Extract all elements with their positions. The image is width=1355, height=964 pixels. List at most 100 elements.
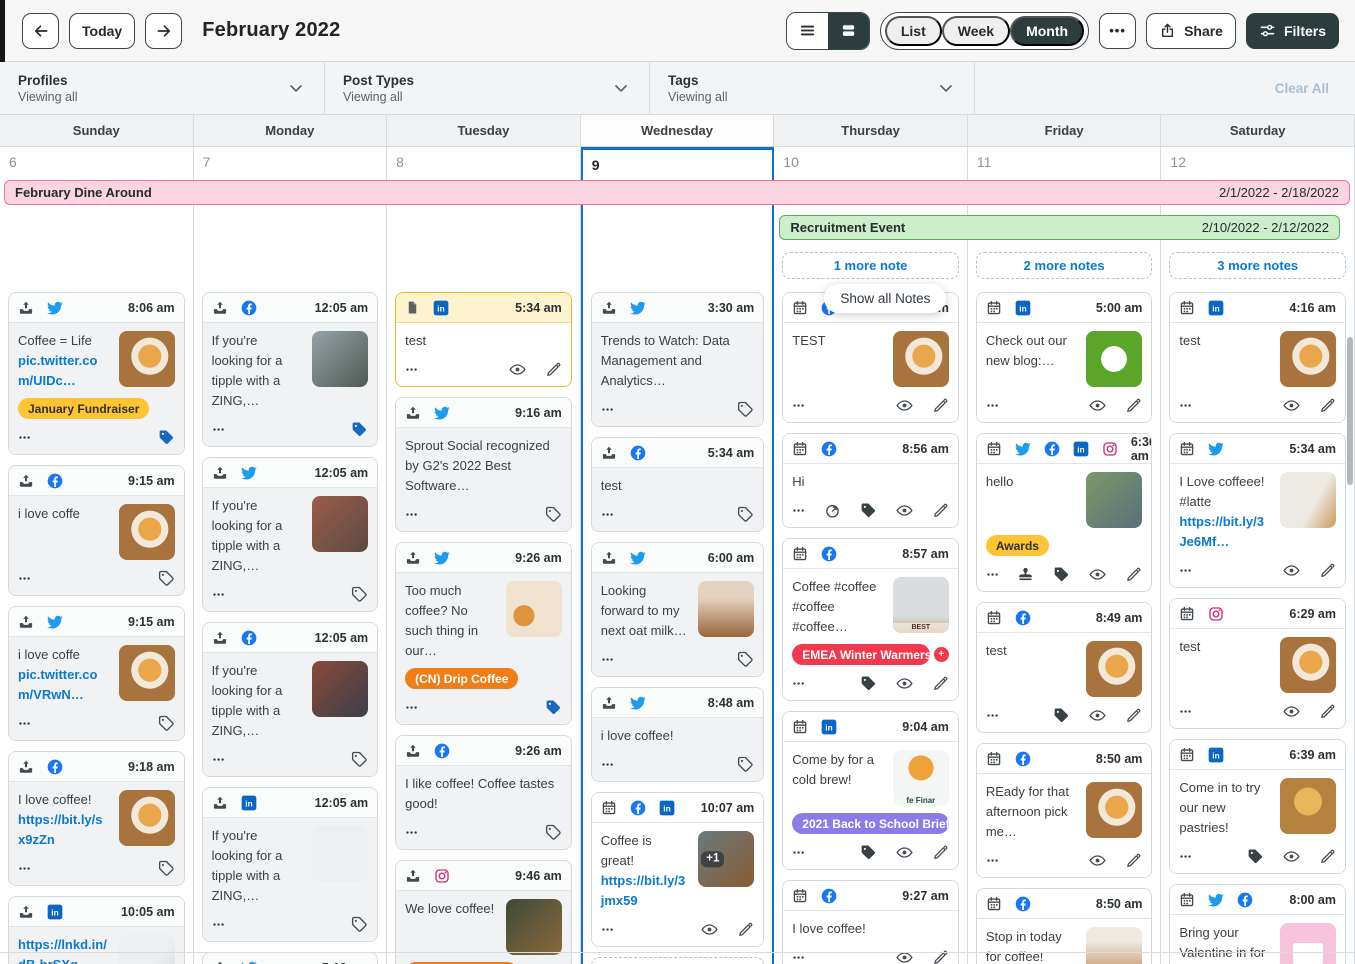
post-card[interactable]: 9:26 am Too much coffee? No such thing in… <box>395 542 572 725</box>
post-card[interactable]: 8:00 am Bring your Valentine in for a war… <box>1169 884 1346 964</box>
view-mode-month[interactable]: Month <box>1010 15 1085 46</box>
post-card[interactable]: 3:30 am Trends to Watch: Data Management … <box>590 292 765 427</box>
post-menu-icon[interactable] <box>792 845 807 860</box>
view-mode-week[interactable]: Week <box>941 15 1011 46</box>
post-menu-icon[interactable] <box>212 752 227 767</box>
post-menu-icon[interactable] <box>986 853 1001 868</box>
preview-eye-icon[interactable] <box>1283 397 1300 414</box>
edit-pencil-icon[interactable] <box>932 502 949 519</box>
post-card[interactable]: 5:34 am I Love coffeee! #latte https://bit… <box>1169 433 1346 588</box>
post-card[interactable]: 5:34 am test <box>590 437 765 532</box>
preview-eye-icon[interactable] <box>896 502 913 519</box>
post-card[interactable]: 12:05 am If you're looking for a tipple w… <box>201 292 379 447</box>
tag-outline-icon[interactable] <box>545 824 562 841</box>
more-options-button[interactable]: ••• <box>1099 12 1137 49</box>
post-card[interactable]: 8:50 am REady for that afternoon pick me… <box>975 743 1153 878</box>
post-menu-icon[interactable] <box>792 676 807 691</box>
post-menu-icon[interactable] <box>405 825 420 840</box>
edit-pencil-icon[interactable] <box>1319 848 1336 865</box>
preview-eye-icon[interactable] <box>896 397 913 414</box>
post-card[interactable]: in 6:39 am Come in to try our new pastries… <box>1169 739 1346 874</box>
tag-outline-icon[interactable] <box>351 916 368 933</box>
post-card[interactable]: 9:18 am I love coffee! https://bit.ly/sx9z… <box>8 751 185 886</box>
preview-eye-icon[interactable] <box>1283 848 1300 865</box>
tag-pill[interactable]: 2021 Back to School Brief <box>792 813 949 834</box>
edit-pencil-icon[interactable] <box>1319 562 1336 579</box>
preview-eye-icon[interactable] <box>509 361 526 378</box>
post-card[interactable]: in 10:05 am https://lnkd.in/dB-brSXg <box>8 896 185 964</box>
post-menu-icon[interactable] <box>986 567 1001 582</box>
post-card[interactable]: 8:49 am test <box>975 602 1153 733</box>
edit-pencil-icon[interactable] <box>737 921 754 938</box>
preview-eye-icon[interactable] <box>701 921 718 938</box>
edit-pencil-icon[interactable] <box>932 675 949 692</box>
next-period-button[interactable] <box>145 12 183 49</box>
post-menu-icon[interactable] <box>212 587 227 602</box>
post-card[interactable]: in 5:34 am test <box>395 292 572 387</box>
tag-pill[interactable]: January Fundraiser <box>18 398 150 419</box>
post-link[interactable]: pic.twitter.com/VRwN… <box>18 667 98 702</box>
tag-pill[interactable]: (CN) Drip Coffee <box>405 962 519 964</box>
preview-eye-icon[interactable] <box>896 675 913 692</box>
tag-pill[interactable]: Awards <box>985 535 1049 556</box>
post-menu-icon[interactable] <box>986 398 1001 413</box>
tag-filled-icon[interactable] <box>1053 566 1070 583</box>
post-card[interactable]: 6:00 am Looking forward to my next oat mi… <box>590 542 765 677</box>
tag-pill[interactable]: EMEA Winter Warmers ☕✨ <box>792 644 930 665</box>
optimal-send-time-icon[interactable] <box>824 502 841 519</box>
post-card[interactable]: 9:46 am We love coffee! (CN) Drip Coffee <box>395 860 572 964</box>
post-card[interactable]: 12:05 am If you're looking for a tipple w… <box>201 457 379 612</box>
tag-outline-icon[interactable] <box>351 751 368 768</box>
post-menu-icon[interactable] <box>792 950 807 964</box>
list-layout-toggle[interactable] <box>786 12 828 49</box>
post-card[interactable]: 6:29 am test <box>1169 598 1346 729</box>
edit-pencil-icon[interactable] <box>1319 703 1336 720</box>
card-layout-toggle[interactable] <box>827 12 869 49</box>
approval-stamp-icon[interactable] <box>1017 566 1034 583</box>
post-card[interactable]: 12:05 am If you're looking for a tipple w… <box>201 622 379 777</box>
post-menu-icon[interactable] <box>792 503 807 518</box>
post-menu-icon[interactable] <box>601 922 616 937</box>
post-card[interactable]: in 6:30 am hello Awards <box>975 433 1153 592</box>
post-card[interactable]: 4 amTEST <box>782 292 959 423</box>
post-card[interactable]: 9:16 am Sprout Social recognized by G2's … <box>395 397 572 532</box>
tag-filled-icon[interactable] <box>860 844 877 861</box>
share-button[interactable]: Share <box>1146 12 1236 49</box>
post-menu-icon[interactable] <box>405 507 420 522</box>
post-card[interactable]: in 5:00 am Check out our new blog:… <box>975 292 1153 423</box>
tag-outline-icon[interactable] <box>737 401 754 418</box>
post-menu-icon[interactable] <box>18 430 33 445</box>
post-menu-icon[interactable] <box>18 571 33 586</box>
tag-outline-icon[interactable] <box>737 506 754 523</box>
preview-eye-icon[interactable] <box>1089 852 1107 869</box>
post-card[interactable]: 9:15 am i love coffe pic.twitter.com/VRwN… <box>8 606 185 741</box>
tag-filled-icon[interactable] <box>351 421 368 438</box>
tag-pill[interactable]: (CN) Drip Coffee <box>405 668 519 689</box>
post-menu-icon[interactable] <box>405 362 420 377</box>
tag-filled-icon[interactable] <box>860 675 877 692</box>
post-card[interactable]: 9:15 am i love coffe <box>8 465 185 596</box>
tag-outline-icon[interactable] <box>737 756 754 773</box>
profiles-filter-dropdown[interactable]: Profiles Viewing all <box>0 62 325 114</box>
tag-outline-icon[interactable] <box>545 506 562 523</box>
post-card[interactable]: in 12:05 am If you're looking for a tipple… <box>201 787 379 942</box>
tag-filled-icon[interactable] <box>158 429 175 446</box>
edit-pencil-icon[interactable] <box>932 949 949 964</box>
post-card[interactable]: 9:27 am I love coffee! <box>782 880 959 964</box>
post-link[interactable]: https://lnkd.in/dB-brSXg <box>18 937 107 964</box>
prev-period-button[interactable] <box>22 12 59 49</box>
tags-filter-dropdown[interactable]: Tags Viewing all <box>650 62 975 114</box>
preview-eye-icon[interactable] <box>1089 707 1107 724</box>
post-link[interactable]: pic.twitter.com/UIDc… <box>18 353 98 388</box>
post-menu-icon[interactable] <box>792 398 807 413</box>
post-card[interactable]: 8:48 am i love coffee! <box>590 687 765 782</box>
post-card[interactable]: in 10:07 am Coffee is great! https://bit.ly… <box>590 792 765 947</box>
post-menu-icon[interactable] <box>601 652 616 667</box>
post-menu-icon[interactable] <box>601 757 616 772</box>
post-link[interactable]: https://bit.ly/3Je6Mf… <box>1179 514 1264 549</box>
tag-filled-icon[interactable] <box>860 502 877 519</box>
tag-outline-icon[interactable] <box>158 570 175 587</box>
view-more-button[interactable]: View 21 more <box>590 957 765 964</box>
post-card[interactable]: in 4:16 am test <box>1169 292 1346 423</box>
post-menu-icon[interactable] <box>1179 849 1194 864</box>
